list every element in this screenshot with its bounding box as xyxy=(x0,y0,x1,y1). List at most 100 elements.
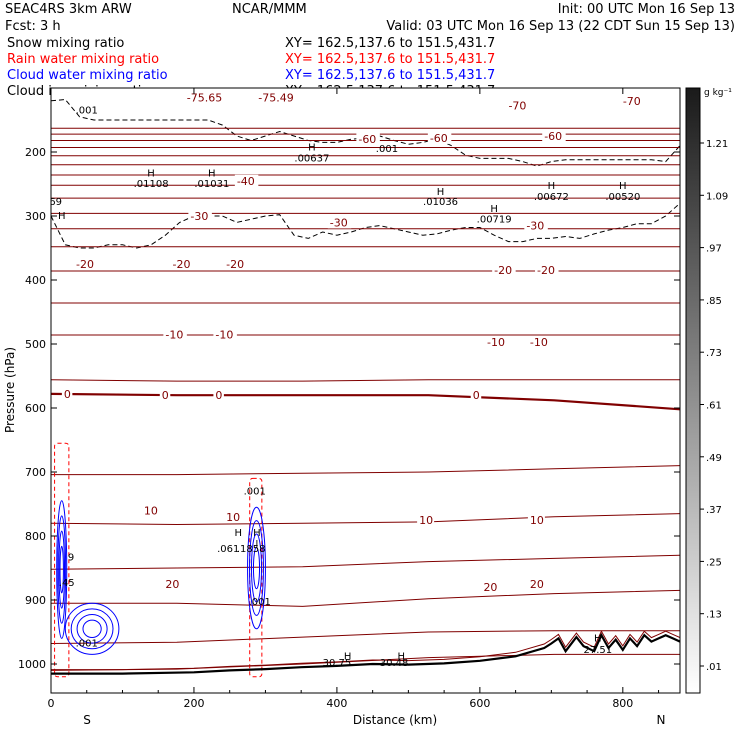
isotherm-label-bg xyxy=(163,328,187,341)
cloud-contour xyxy=(82,619,102,639)
isotherm-label: -10 xyxy=(530,336,548,349)
h-marker: H xyxy=(58,211,66,222)
isotherm-label-bg xyxy=(327,216,352,229)
isotherm-label: -20 xyxy=(494,264,512,277)
isotherm-label: -60 xyxy=(358,133,376,146)
max-value-label: .00637 xyxy=(294,154,329,165)
axes: 0 200 400 600 800200300400500600700800900100… xyxy=(18,88,680,710)
isotherm-label: 10 xyxy=(419,514,433,527)
isotherm-label-bg xyxy=(492,263,516,276)
isotherm-label-bg xyxy=(417,514,435,526)
max-value-label: .001 xyxy=(376,144,398,155)
h-marker: H xyxy=(490,204,498,215)
plot-layers: -75.65 -75.49 -70 -70 -60 -60 -60 -40 -30 -30 -30 -… xyxy=(51,91,680,678)
header-model-label: SEAC4RS 3km ARW xyxy=(5,2,132,17)
isotherm-label-bg xyxy=(620,94,645,107)
isotherm-label-bg xyxy=(535,263,559,276)
cloud-contour xyxy=(64,602,120,655)
x-tick-label: 800 xyxy=(612,697,633,710)
isotherm-label-bg xyxy=(527,336,552,349)
isotherm-label-bg xyxy=(213,389,224,402)
isotherm-line xyxy=(51,513,680,526)
h-marker: H xyxy=(308,143,316,154)
isotherm-line xyxy=(51,465,680,476)
isotherm-line xyxy=(51,630,680,644)
field-xy-rain: XY= 162.5,137.6 to 151.5,431.7 xyxy=(285,52,495,67)
h-marker: H xyxy=(548,181,556,192)
y-tick-label: 800 xyxy=(25,530,46,543)
x-tick-label: 400 xyxy=(326,697,347,710)
field-xy-cloud: XY= 162.5,137.6 to 151.5,431.7 xyxy=(285,68,495,83)
isotherm-label: -20 xyxy=(76,258,94,271)
isotherm-label: -40 xyxy=(237,175,255,188)
isotherm-label: -60 xyxy=(430,132,448,145)
h-marker: H xyxy=(437,187,445,198)
cell-value-label: l xyxy=(255,540,258,551)
cloud-contour xyxy=(70,608,114,650)
isotherm-label: -10 xyxy=(165,328,183,341)
isotherm-label: -70 xyxy=(623,95,641,108)
y-tick-label: 300 xyxy=(25,210,46,223)
isotherm-label-bg xyxy=(61,387,73,400)
colorbar-tick-label: .73 xyxy=(706,348,722,359)
colorbar xyxy=(685,87,701,694)
isotherm-label-bg xyxy=(527,578,545,590)
x-tick-label: 200 xyxy=(183,697,204,710)
isotherm-line xyxy=(51,589,680,607)
header-init-time: Init: 00 UTC Mon 16 Sep 13 xyxy=(558,2,735,17)
isotherm-line xyxy=(51,392,680,411)
colorbar-tick-label: .97 xyxy=(706,244,722,255)
colorbar-tick-label: .13 xyxy=(706,610,722,621)
colorbar-unit: g kg⁻¹ xyxy=(704,88,732,98)
isotherm-label-bg xyxy=(141,504,159,517)
isotherm-label-bg xyxy=(356,133,380,146)
y-tick-label: 1000 xyxy=(18,658,46,671)
x-tick-label: 0 xyxy=(48,697,55,710)
h-marker: H xyxy=(619,181,627,192)
isotherm-label: 20 xyxy=(165,578,179,591)
max-value-label: .00520 xyxy=(605,192,640,203)
isotherm-label-bg xyxy=(163,578,181,590)
cloud-contour xyxy=(249,520,264,616)
isotherm-label-bg xyxy=(224,510,242,523)
y-tick-label: 700 xyxy=(25,466,46,479)
rain-cell xyxy=(54,442,70,678)
isotherm-label: 0 xyxy=(215,389,222,402)
cell-value-label: .001 xyxy=(249,597,271,608)
max-value-label: .001 xyxy=(76,106,98,117)
h-marker: H xyxy=(253,528,261,539)
isotherm-label-bg xyxy=(527,514,545,526)
x-tick-label: 600 xyxy=(469,697,490,710)
isotherm-label: -30 xyxy=(330,216,348,229)
y-tick-label: 600 xyxy=(25,402,46,415)
isotherm-label: -20 xyxy=(537,264,555,277)
cloud-contour xyxy=(252,546,261,590)
isotherm-label: -20 xyxy=(226,258,244,271)
colorbar-tick-label: .01 xyxy=(706,662,722,673)
cloud-contour xyxy=(59,545,64,594)
cloud-contour xyxy=(58,530,66,609)
plot-frame xyxy=(50,87,681,694)
field-name-cloud: Cloud water mixing ratio xyxy=(7,68,168,83)
cloud-contour xyxy=(76,613,108,644)
isotherm-label: -60 xyxy=(544,130,562,143)
south-end-label: S xyxy=(83,713,91,727)
surface-value-label: 27.51 xyxy=(583,645,612,656)
isotherm-label-bg xyxy=(506,99,530,112)
isotherm-label: 20 xyxy=(483,581,497,594)
colorbar-tick-label: 1.21 xyxy=(706,139,728,150)
isotherm-label: -20 xyxy=(173,258,191,271)
isotherm-line xyxy=(51,554,680,570)
field-name-rain: Rain water mixing ratio xyxy=(7,52,159,67)
max-value-label: .01031 xyxy=(194,179,229,190)
isotherm-label-bg xyxy=(427,131,452,144)
colorbar-tick-label: .37 xyxy=(706,505,722,516)
y-tick-label: 200 xyxy=(25,146,46,159)
isotherm-label-bg xyxy=(524,219,548,232)
y-tick-label: 900 xyxy=(25,594,46,607)
colorbar-tick-label: 1.09 xyxy=(706,191,728,202)
y-tick-label: 500 xyxy=(25,338,46,351)
isotherm-label-bg xyxy=(256,91,300,104)
isotherm-label-bg xyxy=(481,581,499,594)
surface-value-label: 30.75 xyxy=(323,658,352,669)
